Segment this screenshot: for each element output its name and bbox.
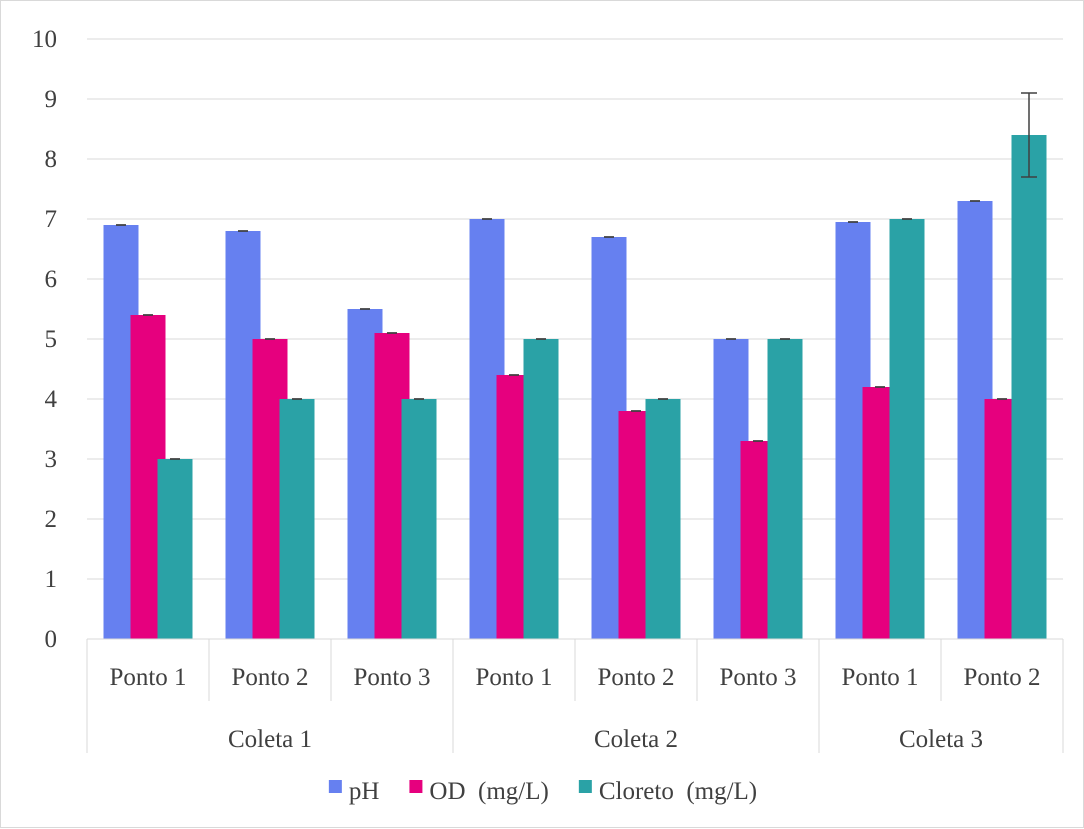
bar-cloreto bbox=[279, 399, 315, 639]
legend-label: Cloreto (mg/L) bbox=[599, 778, 757, 805]
y-tick-label: 4 bbox=[45, 386, 58, 413]
x-tick-label: Ponto 2 bbox=[231, 664, 308, 691]
x-axis: Ponto 1 Ponto 2 Ponto 3 Coleta 1 Ponto 1 Pont… bbox=[86, 638, 1064, 753]
x-tick-label: Ponto 3 bbox=[719, 664, 796, 691]
legend-swatch bbox=[328, 780, 342, 793]
y-tick-label: 10 bbox=[32, 26, 57, 53]
x-tick-label: Ponto 1 bbox=[841, 664, 918, 691]
x-group-label: Coleta 1 bbox=[228, 726, 312, 753]
y-tick-label: 8 bbox=[45, 146, 58, 173]
y-tick-label: 6 bbox=[45, 266, 58, 293]
y-tick-label: 0 bbox=[45, 626, 58, 653]
legend: pH OD (mg/L) Cloreto (mg/L) bbox=[328, 778, 757, 805]
x-tick-label: Ponto 2 bbox=[963, 664, 1040, 691]
bar-cloreto bbox=[157, 459, 193, 639]
y-tick-label: 7 bbox=[45, 206, 58, 233]
legend-swatch bbox=[578, 780, 592, 793]
x-tick-label: Ponto 2 bbox=[597, 664, 674, 691]
x-group-label: Coleta 3 bbox=[899, 726, 983, 753]
bar-cloreto bbox=[767, 339, 803, 639]
bar-cloreto bbox=[645, 399, 681, 639]
bar-cloreto bbox=[1011, 135, 1047, 639]
bar-cloreto bbox=[889, 219, 925, 639]
legend-label: OD (mg/L) bbox=[429, 778, 548, 805]
x-tick-label: Ponto 3 bbox=[353, 664, 430, 691]
x-tick-label: Ponto 1 bbox=[109, 664, 186, 691]
legend-label: pH bbox=[349, 778, 380, 805]
y-tick-label: 5 bbox=[45, 326, 58, 353]
y-axis-ticks: 0 1 2 3 4 5 6 7 8 9 10 bbox=[32, 26, 58, 653]
bars bbox=[103, 135, 1047, 639]
error-bars bbox=[116, 92, 1037, 460]
x-tick-label: Ponto 1 bbox=[475, 664, 552, 691]
bar-cloreto bbox=[401, 399, 437, 639]
x-group-label: Coleta 2 bbox=[594, 726, 678, 753]
y-tick-label: 2 bbox=[45, 506, 58, 533]
y-tick-label: 9 bbox=[45, 86, 58, 113]
y-tick-label: 1 bbox=[45, 566, 58, 593]
legend-swatch bbox=[409, 780, 423, 793]
bar-cloreto bbox=[523, 339, 559, 639]
y-tick-label: 3 bbox=[45, 446, 58, 473]
